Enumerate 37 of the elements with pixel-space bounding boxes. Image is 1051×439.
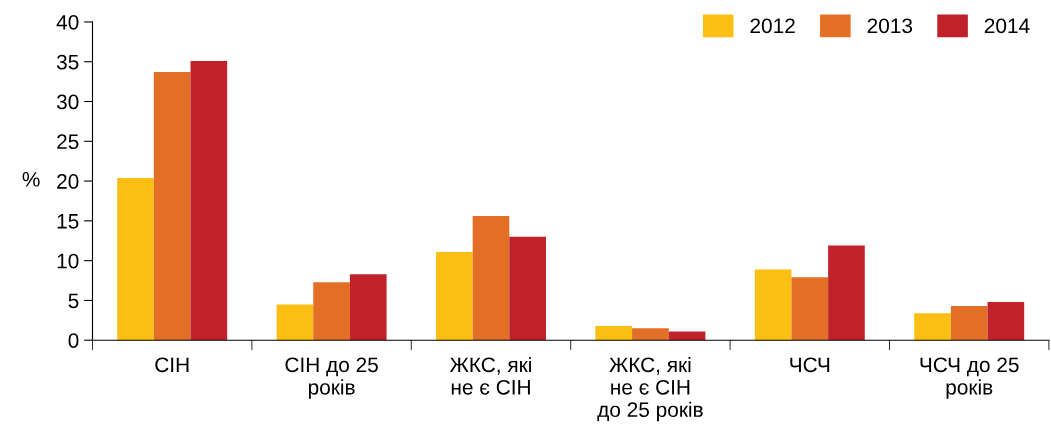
bar	[313, 282, 350, 341]
y-tick-label: 5	[68, 293, 79, 309]
bar	[668, 331, 706, 341]
x-tick-label: ЧСЧ до 25 років	[920, 357, 1019, 399]
bar	[791, 277, 829, 341]
x-tick-label: ЖКС, які не є СІН до 25 років	[597, 356, 703, 422]
legend-label: 2014	[984, 18, 1030, 34]
bar	[509, 236, 546, 341]
bar	[117, 177, 154, 341]
bar	[153, 72, 191, 341]
y-tick-label: 25	[57, 134, 79, 150]
y-tick-label: 40	[56, 14, 79, 30]
bar	[349, 274, 387, 341]
bar	[632, 328, 669, 341]
bar	[828, 245, 865, 341]
x-tick-label: СІН	[155, 357, 189, 373]
bar	[914, 313, 951, 341]
bar	[595, 325, 633, 341]
legend-label: 2013	[867, 18, 913, 34]
bar	[436, 251, 473, 341]
y-tick-label: 35	[56, 54, 79, 70]
bar	[276, 304, 314, 341]
y-tick-label: 0	[68, 333, 79, 348]
x-tick-label: СІН до 25 років	[285, 357, 378, 399]
y-axis-title: %	[22, 172, 40, 187]
x-tick-label: ЧСЧ	[790, 357, 830, 373]
bar	[190, 60, 228, 341]
bar	[987, 302, 1025, 341]
bar	[472, 216, 510, 341]
y-tick-label: 20	[57, 174, 79, 189]
y-tick-label: 10	[57, 253, 79, 269]
bar	[754, 269, 792, 341]
bar	[950, 306, 988, 341]
x-tick-label: ЖКС, які не є СІН	[449, 356, 531, 395]
y-tick-label: 30	[56, 94, 79, 110]
y-tick-label: 15	[57, 214, 79, 229]
legend-label: 2012	[750, 18, 795, 34]
